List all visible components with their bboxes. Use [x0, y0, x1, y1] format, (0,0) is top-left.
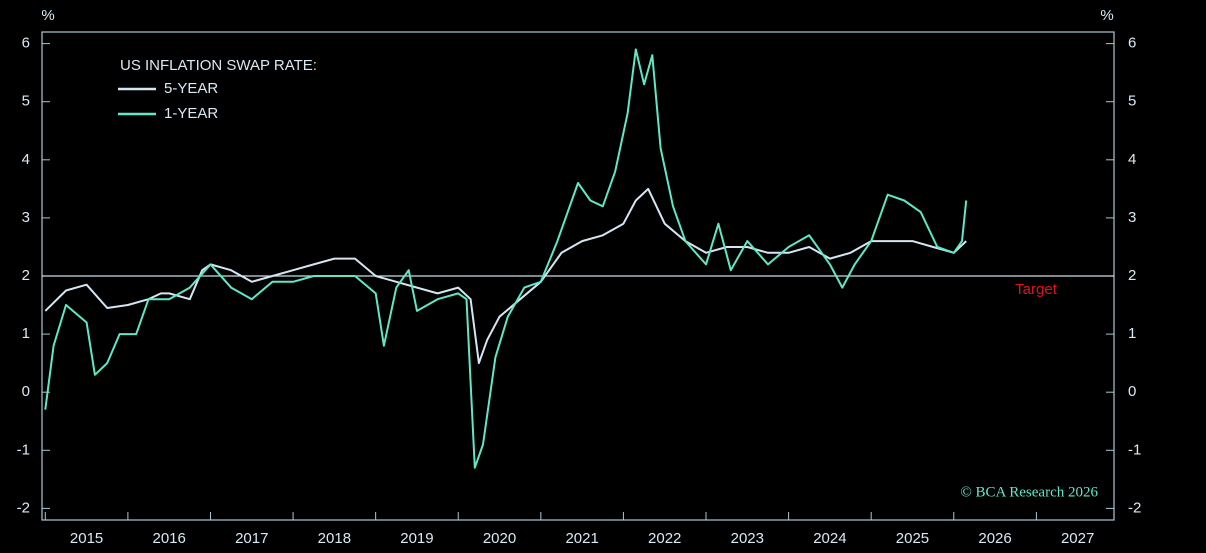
source: © BCA Research 2026 [960, 484, 1098, 500]
y-tick-label: 1 [22, 325, 30, 342]
legend-label: 5-YEAR [164, 80, 218, 97]
y-tick-label: 2 [22, 267, 30, 284]
x-tick-label: 2017 [235, 530, 268, 547]
x-tick-label: 2024 [813, 530, 846, 547]
y2-tick-label: -1 [1128, 441, 1141, 458]
series-line [44, 48, 968, 469]
y-tick-label: 3 [22, 209, 30, 226]
y-tick-label: 4 [22, 151, 30, 168]
y2-tick-label: 1 [1128, 325, 1136, 342]
legend-label: 1-YEAR [164, 105, 218, 122]
x-tick-label: 2022 [648, 530, 681, 547]
target-label: Target [1015, 281, 1058, 298]
y2-tick-label: 3 [1128, 209, 1136, 226]
y2-tick-label: -2 [1128, 499, 1141, 516]
x-tick-label: 2025 [896, 530, 929, 547]
y-tick-label: 5 [22, 93, 30, 110]
y2-tick-label: 4 [1128, 151, 1136, 168]
series-line [44, 187, 967, 365]
y2-tick-label: 6 [1128, 35, 1136, 52]
x-tick-label: 2027 [1061, 530, 1094, 547]
x-tick-label: 2020 [483, 530, 516, 547]
x-tick-label: 2018 [318, 530, 351, 547]
y-tick-label: 6 [22, 35, 30, 52]
x-tick-label: 2016 [152, 530, 185, 547]
legend-title: US INFLATION SWAP RATE: [120, 57, 317, 74]
y-unit: % [41, 7, 54, 24]
x-tick-label: 2019 [400, 530, 433, 547]
y2-tick-label: 2 [1128, 267, 1136, 284]
y-tick-label: -2 [17, 499, 30, 516]
y2-tick-label: 0 [1128, 383, 1136, 400]
x-tick-label: 2021 [565, 530, 598, 547]
y2-unit: % [1100, 7, 1113, 24]
y-tick-label: 0 [22, 383, 30, 400]
x-tick-label: 2015 [70, 530, 103, 547]
y2-tick-label: 5 [1128, 93, 1136, 110]
y-tick-label: -1 [17, 441, 30, 458]
x-tick-label: 2026 [978, 530, 1011, 547]
x-tick-label: 2023 [731, 530, 764, 547]
